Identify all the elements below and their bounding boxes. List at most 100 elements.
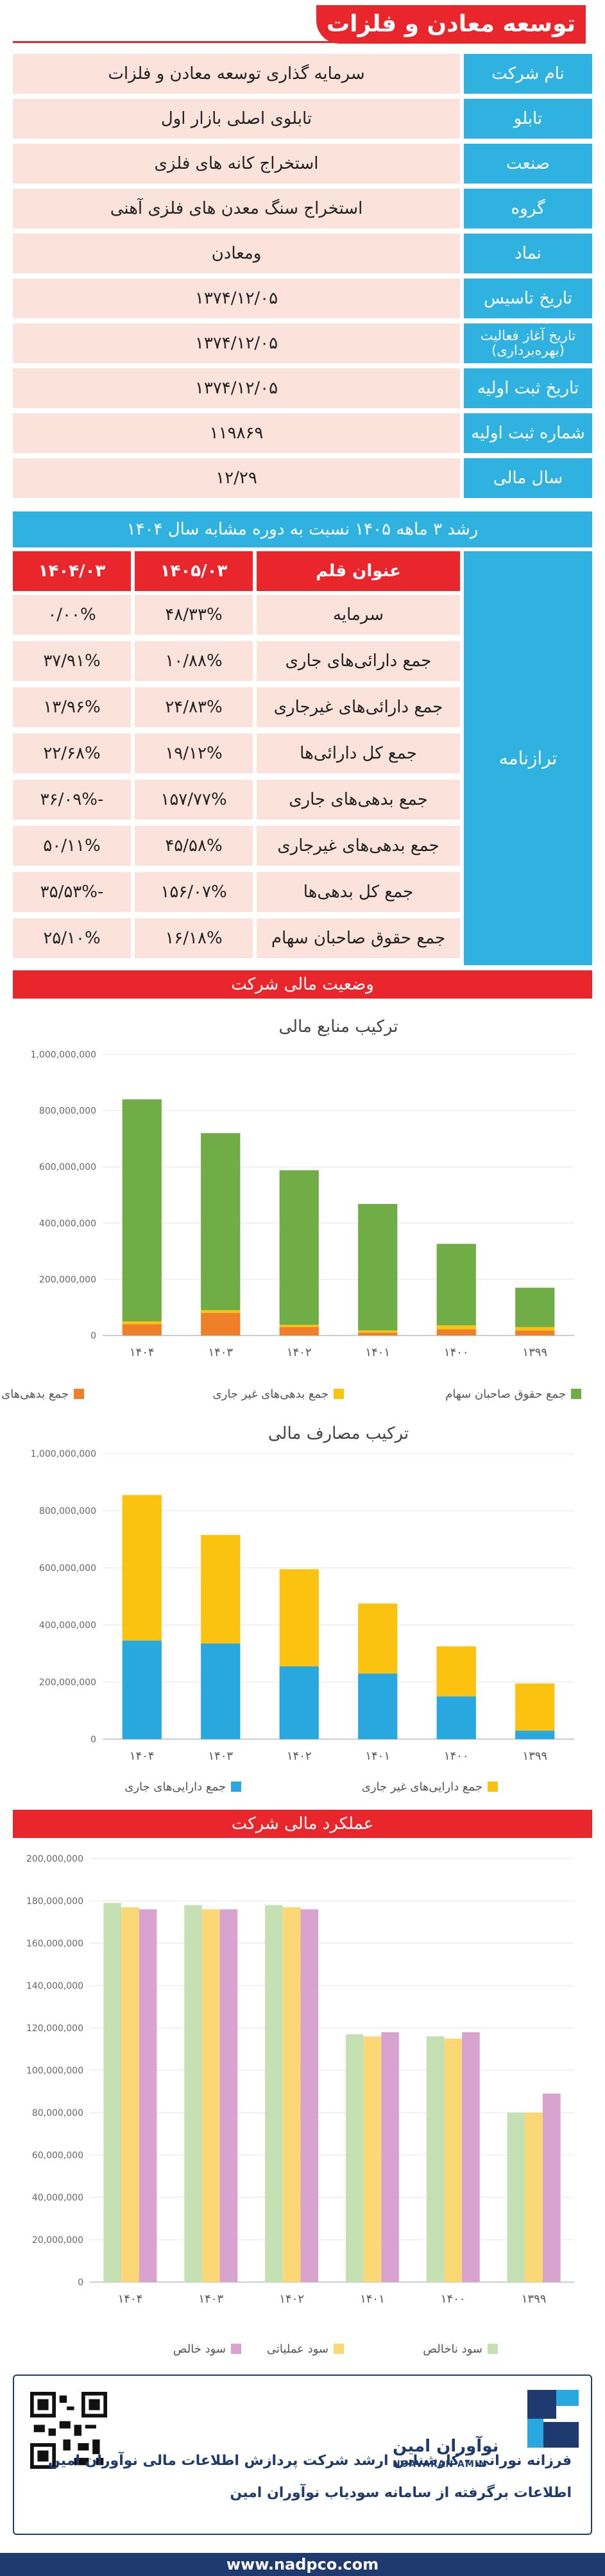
bar — [279, 1569, 319, 1667]
bar — [345, 2034, 364, 2282]
bar — [515, 1730, 555, 1739]
legend-swatch — [334, 1389, 344, 1399]
y-tick-label: 40,000,000 — [32, 2193, 83, 2203]
x-tick-label: ۱۴۰۲ — [279, 2292, 304, 2306]
legend-label: جمع بدهی‌های غیر جاری — [213, 1387, 328, 1401]
info-label: تابلو — [464, 99, 592, 139]
chart-title: ترکیب منابع مالی — [278, 1017, 398, 1036]
x-tick-label: ۱۴۰۳ — [198, 2292, 223, 2306]
legend-swatch — [488, 2344, 498, 2354]
y-tick-label: 180,000,000 — [26, 1896, 83, 1907]
bar — [122, 1321, 162, 1325]
balance-growth-value: ۲۴/۸۳% — [135, 687, 253, 727]
y-tick-label: 200,000,000 — [39, 1275, 96, 1285]
balance-growth-value: -۳۵/۵۳% — [13, 872, 131, 912]
page-header: توسعه معادن و فلزات — [0, 0, 605, 50]
x-tick-label: ۱۴۰۰ — [444, 1346, 469, 1359]
uses-composition-chart: ترکیب مصارف مالی 0 200,000,000 400,000,000 6… — [31, 1424, 574, 1794]
y-tick-label: 0 — [90, 1735, 96, 1745]
info-label: گروه — [464, 189, 592, 228]
y-tick-label: 200,000,000 — [39, 1678, 96, 1688]
legend-label: جمع دارایی‌های جاری — [124, 1780, 226, 1794]
y-tick-label: 1,000,000,000 — [31, 1050, 96, 1060]
x-tick-label: ۱۴۰۰ — [444, 1749, 469, 1763]
legend-swatch — [231, 1782, 241, 1792]
info-label: نماد — [464, 234, 592, 273]
bar — [122, 1640, 162, 1739]
bar — [358, 1673, 398, 1739]
balance-growth-value: ۱۳/۹۶% — [13, 687, 131, 727]
y-tick-label: 160,000,000 — [26, 1939, 83, 1949]
bar — [201, 1534, 241, 1644]
x-tick-label: ۱۴۰۱ — [365, 1749, 390, 1763]
y-tick-label: 200,000,000 — [26, 1854, 83, 1864]
bar — [462, 2032, 480, 2282]
info-row: تاریخ ثبت اولیه ۱۳۷۴/۱۲/۰۵ — [13, 368, 592, 408]
bar — [436, 1646, 476, 1697]
x-tick-label: ۱۴۰۴ — [130, 1749, 155, 1763]
x-tick-label: ۱۴۰۰ — [441, 2292, 466, 2306]
bar — [363, 2036, 382, 2282]
info-row: تابلو تابلوی اصلی بازار اول — [13, 99, 592, 139]
balance-column-header: ۱۴۰۵/۰۳ — [135, 551, 253, 591]
info-value: تابلوی اصلی بازار اول — [13, 99, 460, 139]
info-value: ومعادن — [13, 234, 460, 273]
balance-item-label: جمع دارائی‌های غیرجاری — [257, 687, 460, 727]
balance-sheet-label: ترازنامه — [464, 551, 592, 965]
balance-item-label: جمع حقوق صاحبان سهام — [257, 918, 460, 958]
legend-label: سود ناخالص — [423, 2342, 482, 2356]
y-tick-label: 0 — [90, 1331, 96, 1341]
y-tick-label: 0 — [78, 2278, 83, 2288]
bar — [122, 1324, 162, 1335]
chart-title: ترکیب مصارف مالی — [268, 1424, 409, 1443]
info-value: سرمایه گذاری توسعه معادن و فلزات — [13, 54, 460, 94]
balance-growth-value: ۰/۰۰% — [13, 595, 131, 635]
y-tick-label: 600,000,000 — [39, 1162, 96, 1172]
bar — [219, 1909, 238, 2282]
bar — [444, 2038, 463, 2282]
x-tick-label: ۱۴۰۴ — [118, 2292, 143, 2306]
balance-growth-value: ۳۷/۹۱% — [13, 641, 131, 681]
bar — [265, 1905, 283, 2282]
balance-growth-value: ۲۲/۶۸% — [13, 734, 131, 773]
bar — [436, 1696, 476, 1739]
info-label: تاریخ ثبت اولیه — [464, 368, 592, 408]
bar — [515, 1330, 555, 1335]
info-row: صنعت استخراج کانه های فلزی — [13, 144, 592, 184]
financing-composition-chart: ترکیب منابع مالی 0 200,000,000 400,000,000 6… — [0, 1017, 581, 1401]
qr-code-icon — [30, 2392, 107, 2469]
website-link[interactable]: www.nadpco.com — [0, 2553, 605, 2576]
y-tick-label: 20,000,000 — [32, 2235, 83, 2245]
y-tick-label: 100,000,000 — [26, 2066, 83, 2076]
balance-growth-value: ۱۶/۱۸% — [135, 918, 253, 958]
balance-growth-value: ۵۰/۱۱% — [13, 826, 131, 866]
y-tick-label: 400,000,000 — [39, 1620, 96, 1631]
bar — [201, 1643, 241, 1739]
bar — [184, 1905, 202, 2282]
y-tick-label: 800,000,000 — [39, 1506, 96, 1516]
y-tick-label: 140,000,000 — [26, 1981, 83, 1991]
noavaran-logo-icon — [527, 2390, 579, 2448]
bar — [201, 1909, 220, 2282]
x-tick-label: ۱۴۰۴ — [130, 1346, 155, 1359]
bar — [515, 1327, 555, 1331]
info-value: ۱۳۷۴/۱۲/۰۵ — [13, 323, 460, 363]
bar — [282, 1907, 301, 2282]
x-tick-label: ۱۳۹۹ — [522, 2292, 547, 2306]
legend-swatch — [231, 2344, 241, 2354]
brand-name-fa: نوآوران امین — [393, 2437, 499, 2456]
balance-growth-value: ۱۵۶/۰۷% — [135, 872, 253, 912]
bar — [507, 2113, 525, 2282]
balance-item-label: سرمایه — [257, 595, 460, 635]
financial-status-title: وضعیت مالی شرکت — [13, 970, 592, 999]
balance-item-label: جمع کل دارائی‌ها — [257, 734, 460, 773]
legend-swatch — [74, 1389, 84, 1399]
bar — [122, 1099, 162, 1322]
bar — [358, 1332, 398, 1335]
info-value: ۱۲/۲۹ — [13, 458, 460, 498]
info-row: تاریخ آغاز فعالیت (بهره‌برداری) ۱۳۷۴/۱۲/۰… — [13, 323, 592, 363]
footer: نوآوران امین NOAVARAN AMIN فرزانه نورانی… — [13, 2374, 592, 2548]
info-row: گروه استخراج سنگ معدن های فلزی آهنی — [13, 189, 592, 228]
bar — [515, 1683, 555, 1731]
brand-name-en: NOAVARAN AMIN — [393, 2459, 487, 2469]
